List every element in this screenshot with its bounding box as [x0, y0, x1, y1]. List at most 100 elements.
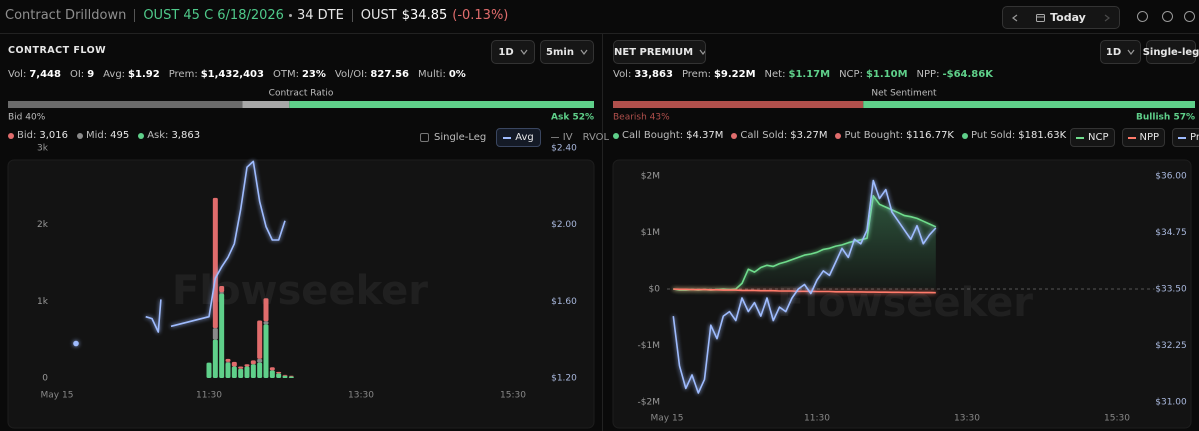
refresh-button[interactable]: [1137, 11, 1148, 22]
date-label: Today: [1050, 11, 1086, 24]
legend-item[interactable]: Bid: 3,016: [8, 130, 68, 141]
stat: OTM: 23%: [273, 69, 326, 80]
price-change: (-0.13%): [452, 8, 509, 23]
stat-label: Vol:: [613, 69, 632, 80]
y2-tick-label: $34.75: [1155, 228, 1187, 238]
bar-segment: [212, 328, 218, 340]
toggle[interactable]: IV: [550, 132, 573, 143]
toggle-swatch: [1127, 136, 1136, 139]
stat: Multi: 0%: [418, 69, 466, 80]
bar-segment: [282, 374, 288, 376]
stat-label: NPP:: [916, 69, 940, 80]
prev-button[interactable]: [1011, 14, 1019, 22]
range-dropdown-label: 1D: [498, 46, 514, 58]
stat: Avg: $1.92: [103, 69, 160, 80]
y-tick-label: $1M: [641, 228, 660, 238]
legend-item[interactable]: Ask: 3,863: [138, 130, 200, 141]
stat-value: 7,448: [29, 69, 61, 80]
ratio-left: [8, 101, 243, 108]
legend: Bid: 3,016 Mid: 495 Ask: 3,863: [8, 130, 209, 141]
stat: Vol: 33,863: [613, 69, 673, 80]
ratio-title: Net Sentiment: [871, 89, 937, 99]
stat-value: 0%: [448, 69, 466, 80]
stat-label: Multi:: [418, 69, 446, 80]
bar-segment: [276, 373, 282, 378]
y-tick-label: $0: [649, 285, 661, 295]
toggle-active[interactable]: Price: [1172, 128, 1199, 147]
line: [145, 299, 162, 333]
share-button[interactable]: [1162, 11, 1173, 22]
range-dropdown[interactable]: 1D: [1100, 40, 1141, 64]
bar-segment: [288, 375, 294, 377]
date-picker[interactable]: Today: [1036, 11, 1086, 24]
chart-background: [612, 159, 1192, 429]
ratio-right-label: Bullish 57%: [1136, 113, 1195, 123]
stat-value: -$64.86K: [942, 69, 993, 80]
bar-segment: [276, 371, 282, 374]
chevron-icon: [1012, 14, 1018, 21]
toggle-swatch: [1178, 136, 1187, 139]
y-tick-label: 0: [42, 374, 48, 384]
legend-dot: [138, 132, 145, 139]
stat-label: Net:: [764, 69, 786, 80]
ratio-middle: [242, 101, 290, 108]
x-tick-label: 11:30: [804, 414, 830, 424]
toggle-label: Avg: [515, 132, 534, 143]
calendar-shape: [1036, 14, 1046, 22]
chevron: [520, 49, 528, 55]
stat-value: 827.56: [370, 69, 410, 80]
toggle-label: NCP: [1088, 132, 1109, 143]
toggle-swatch: [503, 136, 512, 139]
toggles: Single-Leg Avg IV RVOL: [420, 128, 609, 147]
y-tick-label: 2k: [37, 220, 49, 230]
toggle[interactable]: RVOL: [583, 132, 610, 143]
chevron: [1012, 14, 1018, 21]
separator: [351, 9, 353, 22]
stat: Vol/OI: 827.56: [335, 69, 409, 80]
calendar-icon: [1036, 14, 1046, 22]
chart-background: [7, 159, 595, 429]
legend-count: 495: [110, 130, 130, 141]
stat-label: NCP:: [839, 69, 863, 80]
metric-dropdown[interactable]: NET PREMIUM: [613, 40, 706, 64]
legend-item[interactable]: Mid: 495: [77, 130, 129, 141]
bar-segment: [231, 366, 237, 378]
settings-button[interactable]: [1184, 11, 1195, 22]
toggle-swatch: [550, 137, 559, 138]
y2-tick-label: $31.00: [1155, 398, 1187, 408]
x-tick-label: 13:30: [954, 414, 980, 424]
legend-name: Mid:: [86, 130, 108, 141]
page-title: Contract Drilldown: [5, 8, 127, 23]
x-tick-label: 13:30: [348, 391, 374, 401]
bar-segment: [282, 375, 288, 378]
bar-segment: [269, 367, 275, 371]
next-button[interactable]: [1103, 14, 1111, 22]
separator: [134, 9, 136, 22]
stat-value: $1.10M: [865, 69, 908, 80]
stat: NPP: -$64.86K: [917, 69, 993, 80]
toggle[interactable]: Single-Leg: [420, 132, 486, 143]
bar-segment: [212, 197, 218, 329]
mode-button[interactable]: Single-leg: [1143, 40, 1199, 64]
y-tick-label: -$1M: [638, 341, 660, 351]
range-dropdown-label: 1D: [1105, 46, 1122, 58]
legend-item: Put Sold: $181.63K: [962, 130, 1066, 141]
stat-value: $1.17M: [788, 69, 831, 80]
legend-value: $181.63K: [1018, 130, 1067, 141]
legend-dot: [77, 132, 83, 139]
interval-dropdown[interactable]: 5min: [540, 40, 594, 64]
toggle-active[interactable]: Avg: [496, 128, 541, 147]
toggle-active[interactable]: NPP: [1121, 128, 1166, 147]
range-dropdown[interactable]: 1D: [491, 40, 535, 64]
checkbox: [420, 133, 429, 142]
ratio-right: [289, 101, 594, 108]
ticker: OUST: [360, 8, 397, 23]
toggle-active[interactable]: NCP: [1070, 128, 1115, 147]
bar-segment: [269, 370, 275, 378]
stats-row: Vol: 33,863 Prem: $9.22M Net: $1.17M NCP: $1.10…: [613, 69, 1002, 80]
contract-name: OUST 45 C 6/18/2026: [143, 8, 284, 23]
price: $34.85: [401, 8, 448, 23]
toggle-swatch: [1076, 136, 1084, 139]
